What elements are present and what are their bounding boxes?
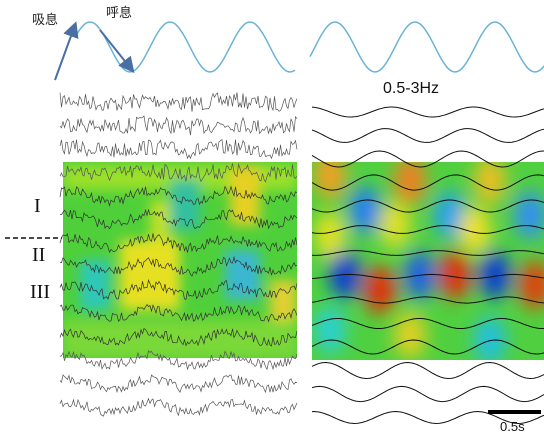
heat-blob — [459, 206, 491, 254]
heat-blob — [314, 151, 346, 199]
inhale-label: 吸息 — [32, 12, 58, 28]
region-label: I — [34, 195, 41, 217]
raw-trace — [60, 375, 297, 392]
exhale-arrow — [100, 30, 132, 70]
raw-trace — [60, 399, 297, 417]
filtered-trace — [312, 363, 544, 379]
scale-label: 0.5s — [500, 419, 525, 434]
heatmap-right — [312, 151, 544, 364]
region-label: III — [30, 281, 50, 303]
raw-trace — [60, 116, 297, 135]
filtered-trace — [312, 386, 544, 401]
heat-blob — [474, 316, 506, 364]
respiration-trace — [310, 22, 544, 72]
band-label: 0.5-3Hz — [383, 80, 439, 97]
figure: 吸息 呼息 0.5-3Hz I II III 0.5s — [0, 0, 544, 434]
exhale-label: 呼息 — [106, 5, 132, 21]
raw-trace — [60, 140, 297, 159]
region-label: II — [32, 244, 45, 266]
respiration-trace — [75, 22, 295, 72]
filtered-trace — [312, 129, 544, 143]
heatmap-left — [63, 162, 297, 358]
heat-blob — [379, 201, 411, 249]
heat-blob — [394, 156, 426, 204]
filtered-trace — [312, 107, 544, 117]
heat-blob — [364, 266, 396, 314]
heat-blob — [314, 306, 346, 354]
heat-blob — [349, 186, 381, 234]
inhale-arrow — [55, 25, 75, 80]
raw-trace — [60, 93, 297, 112]
